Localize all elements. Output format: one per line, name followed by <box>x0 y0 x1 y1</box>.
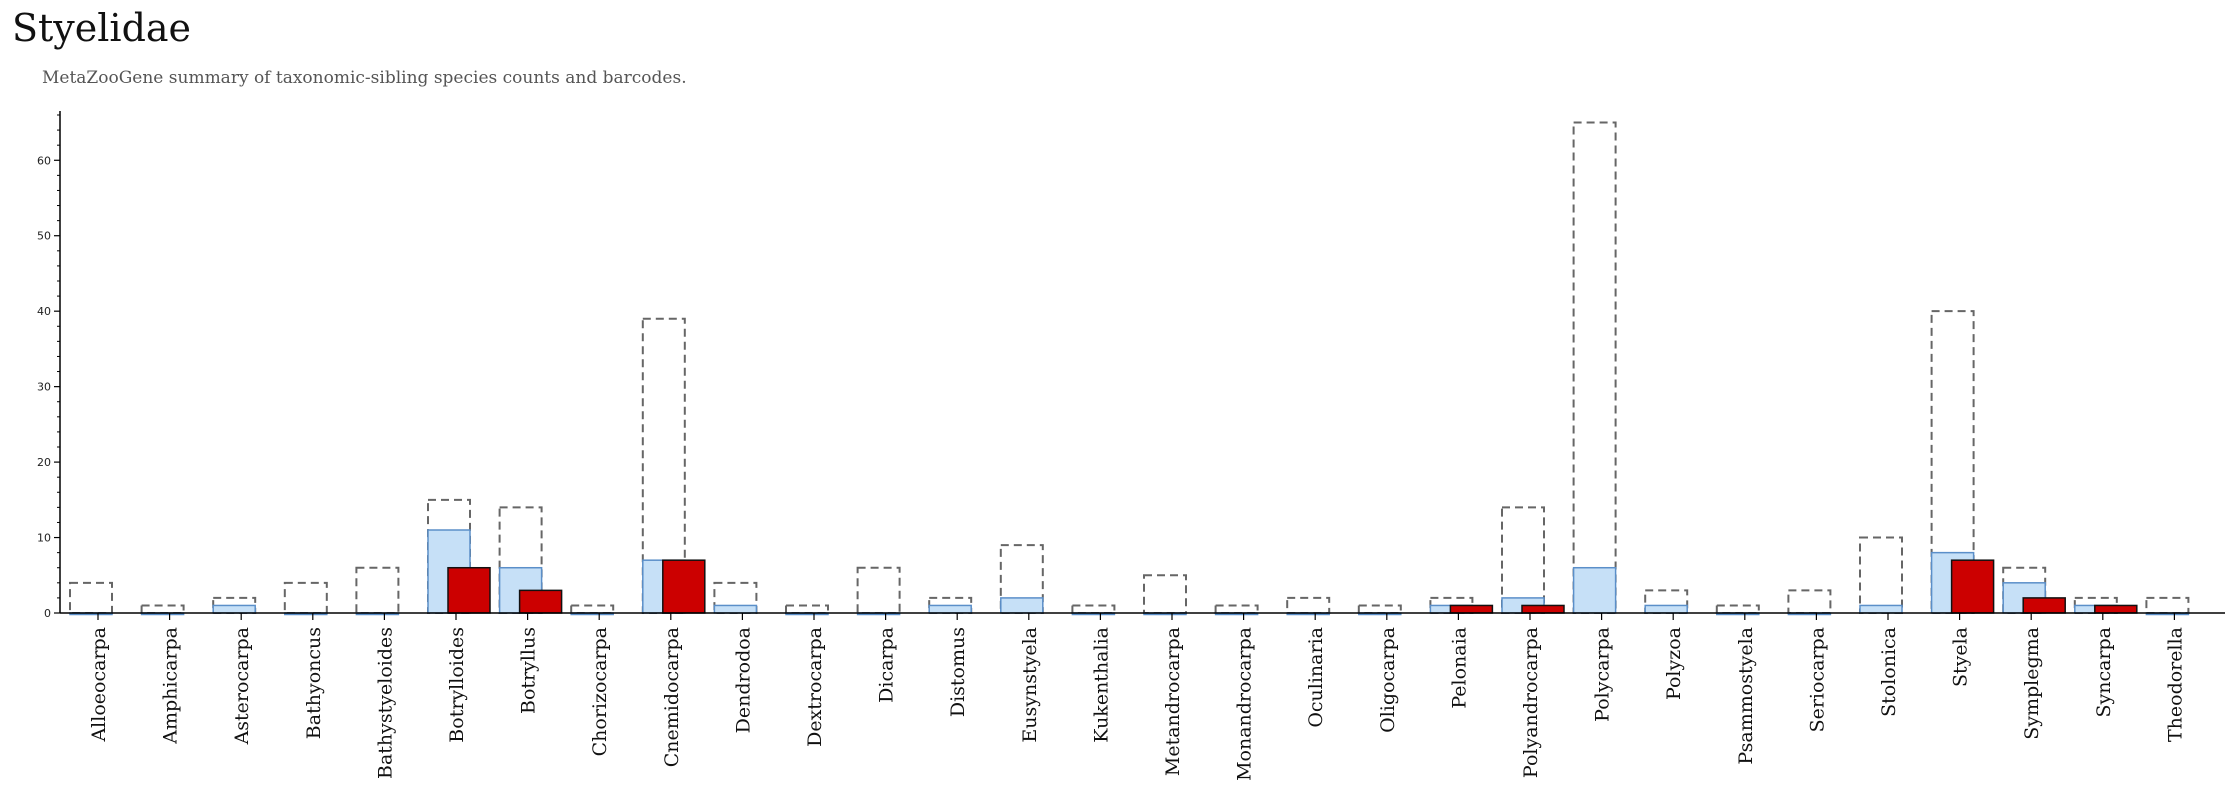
y-tick-label: 50 <box>37 230 51 243</box>
category-label: Asterocarpa <box>231 627 253 745</box>
y-tick-label: 60 <box>37 154 51 167</box>
page-subtitle: MetaZooGene summary of taxonomic-sibling… <box>42 68 687 88</box>
total-bar <box>355 566 400 615</box>
category-label: Dextrocarpa <box>804 627 826 747</box>
total-bar <box>498 506 543 615</box>
category-label: Chorizocarpa <box>589 627 611 756</box>
y-tick-label: 20 <box>37 456 51 469</box>
category-label: Symplegma <box>2021 627 2043 740</box>
total-bar <box>140 604 185 614</box>
category-label: Botryllus <box>518 627 540 714</box>
category-label: Bathystyeloides <box>374 627 396 779</box>
category-label: Dicarpa <box>876 627 898 703</box>
total-bar <box>1286 596 1331 615</box>
total-bar <box>69 581 113 614</box>
barcode-bar <box>1521 604 1565 614</box>
page-title: Styelidae <box>12 6 192 50</box>
total-bar <box>785 604 829 614</box>
category-label: Distomus <box>947 627 969 717</box>
category-label: Monandrocarpa <box>1234 627 1256 781</box>
total-bar <box>1715 604 1760 614</box>
category-label: Oligocarpa <box>1377 627 1399 733</box>
total-bar <box>1501 506 1545 615</box>
category-label: Psammostyela <box>1735 627 1757 765</box>
total-bar <box>1357 604 1402 614</box>
category-label: Kukenthalia <box>1090 627 1112 743</box>
total-bar <box>570 604 615 614</box>
barcode-bar <box>662 559 706 614</box>
species-bar <box>1644 604 1688 614</box>
y-tick-label: 0 <box>44 607 51 620</box>
total-bar <box>1071 604 1116 614</box>
y-tick-label: 10 <box>37 532 51 545</box>
category-label: Alloeocarpa <box>88 627 110 743</box>
barcode-bar <box>1449 604 1494 614</box>
y-tick-label: 30 <box>37 381 51 394</box>
species-bar <box>928 604 972 614</box>
category-label: Seriocarpa <box>1806 627 1828 732</box>
category-label: Eusynstyela <box>1019 627 1041 743</box>
category-label: Syncarpa <box>2093 627 2115 718</box>
barcode-bar <box>447 566 491 614</box>
barcode-bar <box>1950 559 1995 614</box>
category-label: Polyandrocarpa <box>1520 627 1542 778</box>
category-label: Theodorella <box>2164 627 2186 742</box>
barcode-bar <box>2094 604 2138 614</box>
category-label: Pelonaia <box>1448 627 1470 709</box>
category-label: Styela <box>1950 627 1972 687</box>
category-label: Metandrocarpa <box>1162 627 1184 776</box>
species-bar <box>1859 604 1903 614</box>
species-bar <box>212 604 256 614</box>
species-bar <box>1572 566 1617 614</box>
category-label: Amphicarpa <box>160 627 182 745</box>
total-bar <box>1859 536 1903 615</box>
category-label: Stolonica <box>1878 627 1900 717</box>
total-bar <box>2145 596 2190 615</box>
total-bar <box>856 566 901 615</box>
total-bar <box>1214 604 1259 614</box>
category-label: Oculinaria <box>1305 627 1327 728</box>
category-label: Polycarpa <box>1592 627 1614 722</box>
total-bar <box>1572 121 1617 615</box>
category-label: Bathyoncus <box>303 627 325 739</box>
barcode-bar <box>518 589 563 614</box>
category-label: Botrylloides <box>446 627 468 743</box>
category-label: Dendrodoa <box>732 627 754 733</box>
total-bar <box>283 581 328 614</box>
y-tick-label: 40 <box>37 305 51 318</box>
species-bar <box>1000 597 1044 614</box>
total-bar <box>1787 589 1832 615</box>
barcode-bar <box>2022 597 2066 614</box>
category-label: Polyzoa <box>1663 627 1685 700</box>
category-label: Cnemidocarpa <box>661 627 683 767</box>
total-bar <box>1143 574 1187 614</box>
species-bar <box>713 604 758 614</box>
